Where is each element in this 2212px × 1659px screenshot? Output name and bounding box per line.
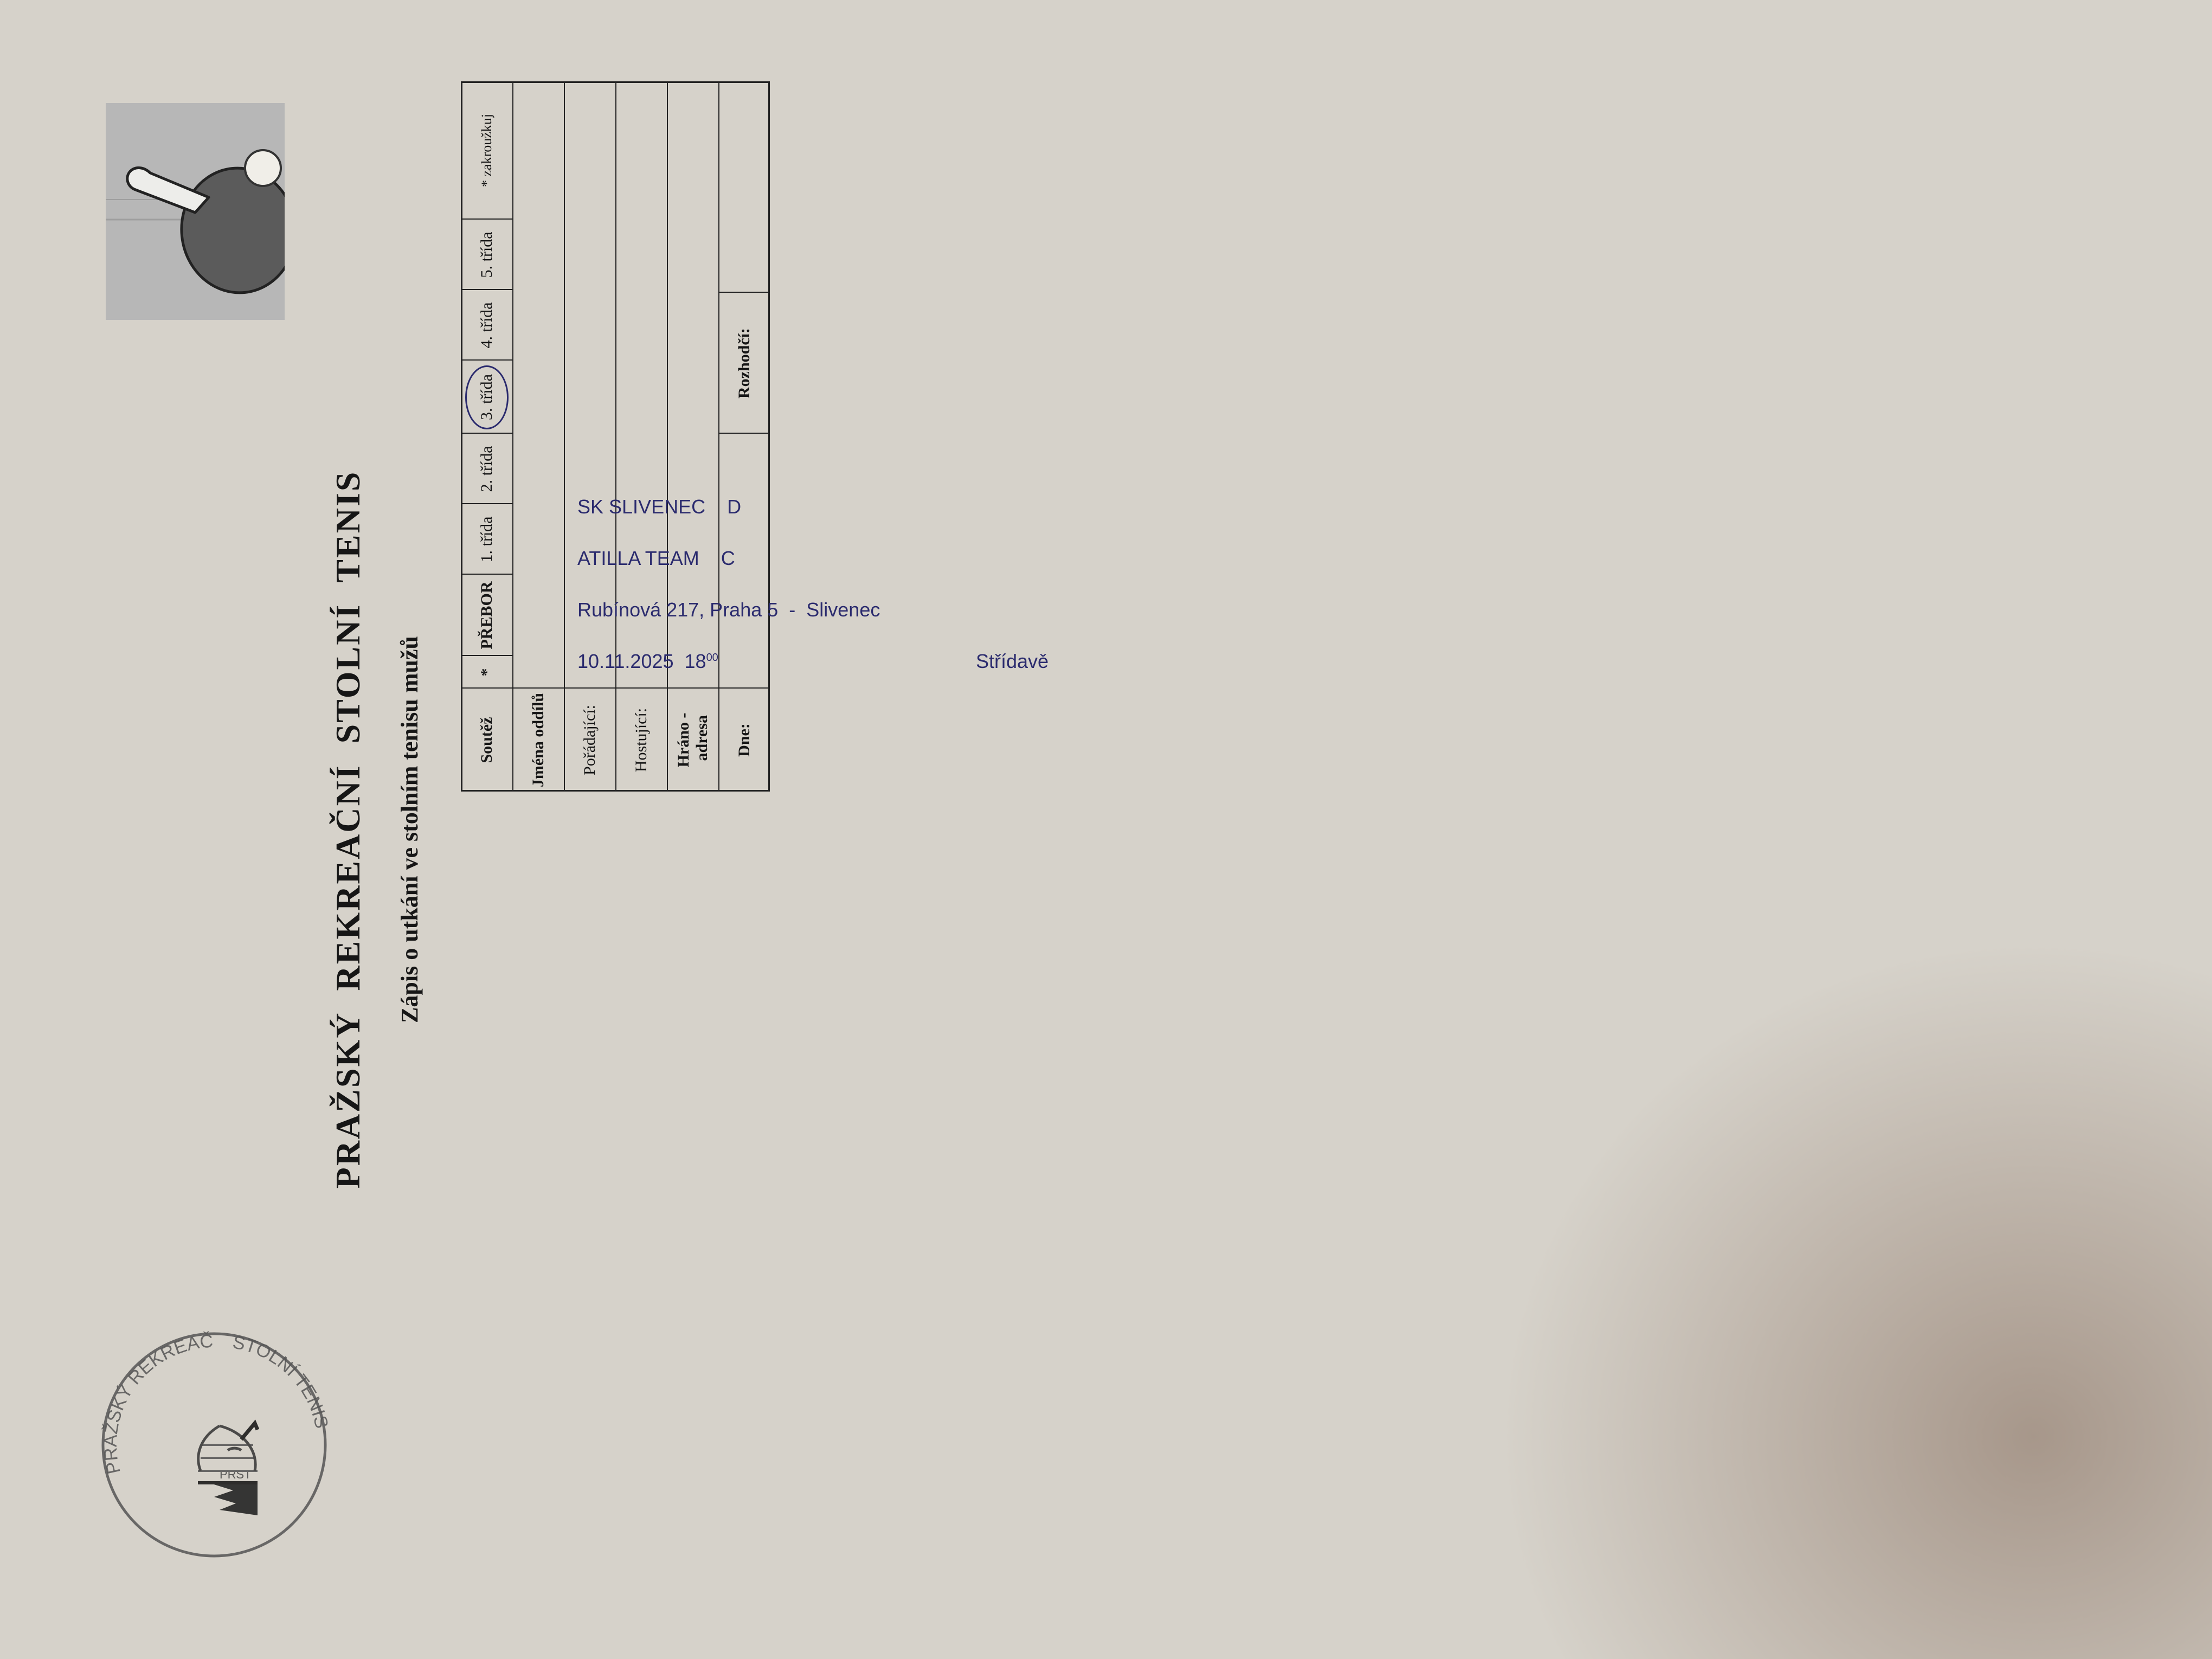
- svg-text:PRST: PRST: [220, 1468, 252, 1481]
- svg-text:STOLNÍ TENIS: STOLNÍ TENIS: [231, 1332, 332, 1430]
- svg-text:PRAŽSKÝ REKREAČNÍ: PRAŽSKÝ REKREAČNÍ: [95, 1331, 214, 1564]
